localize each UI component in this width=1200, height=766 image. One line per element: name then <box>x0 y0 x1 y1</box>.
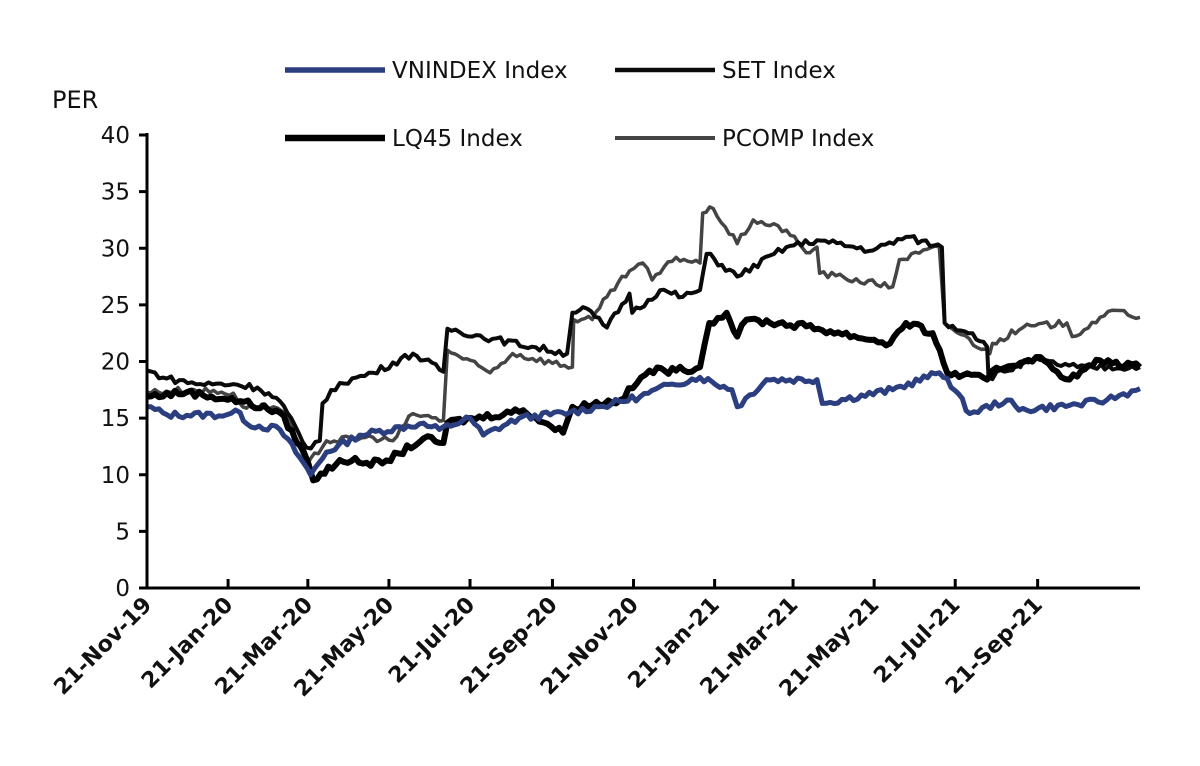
x-tick-label: 21-Nov-19 <box>50 593 158 701</box>
y-tick-label: 5 <box>115 519 130 545</box>
legend: VNINDEX Index SET Index LQ45 Index PCOMP In… <box>285 58 874 152</box>
y-tick-label: 10 <box>101 463 130 489</box>
legend-label: PCOMP Index <box>722 126 874 152</box>
y-tick-label: 25 <box>101 293 130 319</box>
y-tick-label: 40 <box>101 123 130 149</box>
legend-label: LQ45 Index <box>392 126 523 152</box>
y-tick-label: 15 <box>101 406 130 432</box>
legend-label: VNINDEX Index <box>392 58 568 84</box>
series-line-vnindex-index <box>147 370 1141 478</box>
series-line-pcomp-index <box>146 205 1141 469</box>
legend-label: SET Index <box>722 58 836 84</box>
series-layer <box>146 205 1143 484</box>
series-line-set-index <box>146 234 1141 451</box>
y-tick-label: 0 <box>115 576 130 602</box>
y-axis-label: PER <box>52 86 98 114</box>
y-tick-label: 30 <box>101 236 130 262</box>
y-tick-label: 20 <box>101 350 130 376</box>
y-tick-label: 35 <box>101 180 130 206</box>
series-line-lq45-index <box>146 309 1143 484</box>
